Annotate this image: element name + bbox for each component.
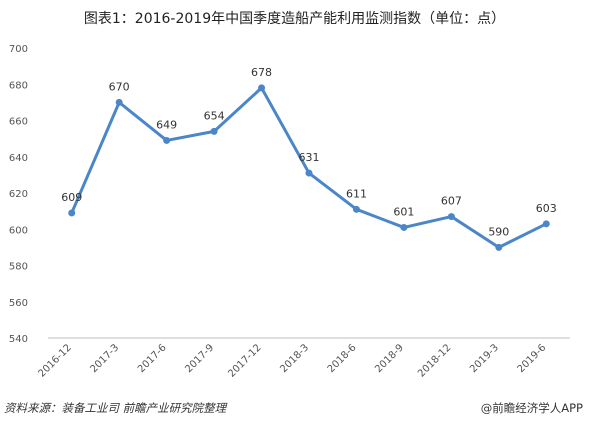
- y-tick-label: 700: [9, 44, 28, 55]
- data-label: 609: [61, 191, 82, 204]
- data-point: [68, 209, 76, 217]
- data-point: [447, 213, 455, 221]
- y-tick-label: 640: [9, 153, 28, 164]
- x-tick-label: 2017-3: [88, 342, 121, 375]
- chart-title: 图表1：2016-2019年中国季度造船产能利用监测指数（单位：点）: [83, 11, 506, 27]
- y-tick-label: 620: [9, 189, 28, 200]
- data-point: [495, 243, 503, 251]
- x-tick-label: 2018-3: [278, 342, 311, 375]
- data-point: [163, 136, 171, 144]
- y-tick-label: 660: [9, 117, 28, 128]
- y-tick-label: 600: [9, 225, 28, 236]
- data-label: 590: [488, 225, 509, 238]
- data-label: 611: [346, 187, 367, 200]
- x-tick-label: 2017-12: [226, 342, 263, 379]
- x-tick-label: 2019-6: [516, 342, 549, 375]
- data-label: 670: [109, 80, 130, 93]
- x-tick-label: 2018-9: [373, 342, 406, 375]
- x-tick-label: 2016-12: [37, 342, 74, 379]
- data-point: [542, 220, 550, 228]
- data-point: [352, 205, 360, 213]
- x-tick-label: 2017-6: [136, 342, 169, 375]
- data-point: [210, 127, 218, 135]
- y-tick-label: 540: [9, 334, 28, 345]
- series-line: [70, 86, 547, 249]
- data-label: 654: [204, 109, 225, 122]
- y-tick-label: 560: [9, 298, 28, 309]
- data-label: 678: [251, 66, 272, 79]
- x-tick-label: 2017-9: [183, 342, 216, 375]
- data-label: 649: [156, 118, 177, 131]
- data-point: [305, 169, 313, 177]
- y-tick-label: 580: [9, 262, 28, 273]
- data-label: 631: [299, 151, 320, 164]
- x-tick-label: 2018-12: [416, 342, 453, 379]
- data-point: [400, 223, 408, 231]
- data-label: 603: [536, 202, 557, 215]
- data-point: [115, 98, 123, 106]
- data-label: 607: [441, 195, 462, 208]
- y-tick-label: 680: [9, 80, 28, 91]
- x-tick-label: 2019-3: [468, 342, 501, 375]
- source-note: 资料来源：装备工业司 前瞻产业研究院整理: [4, 401, 227, 415]
- data-point: [258, 84, 266, 92]
- x-tick-label: 2018-6: [326, 342, 359, 375]
- data-label: 601: [393, 205, 414, 218]
- credit-note: @前瞻经济学人APP: [480, 401, 583, 415]
